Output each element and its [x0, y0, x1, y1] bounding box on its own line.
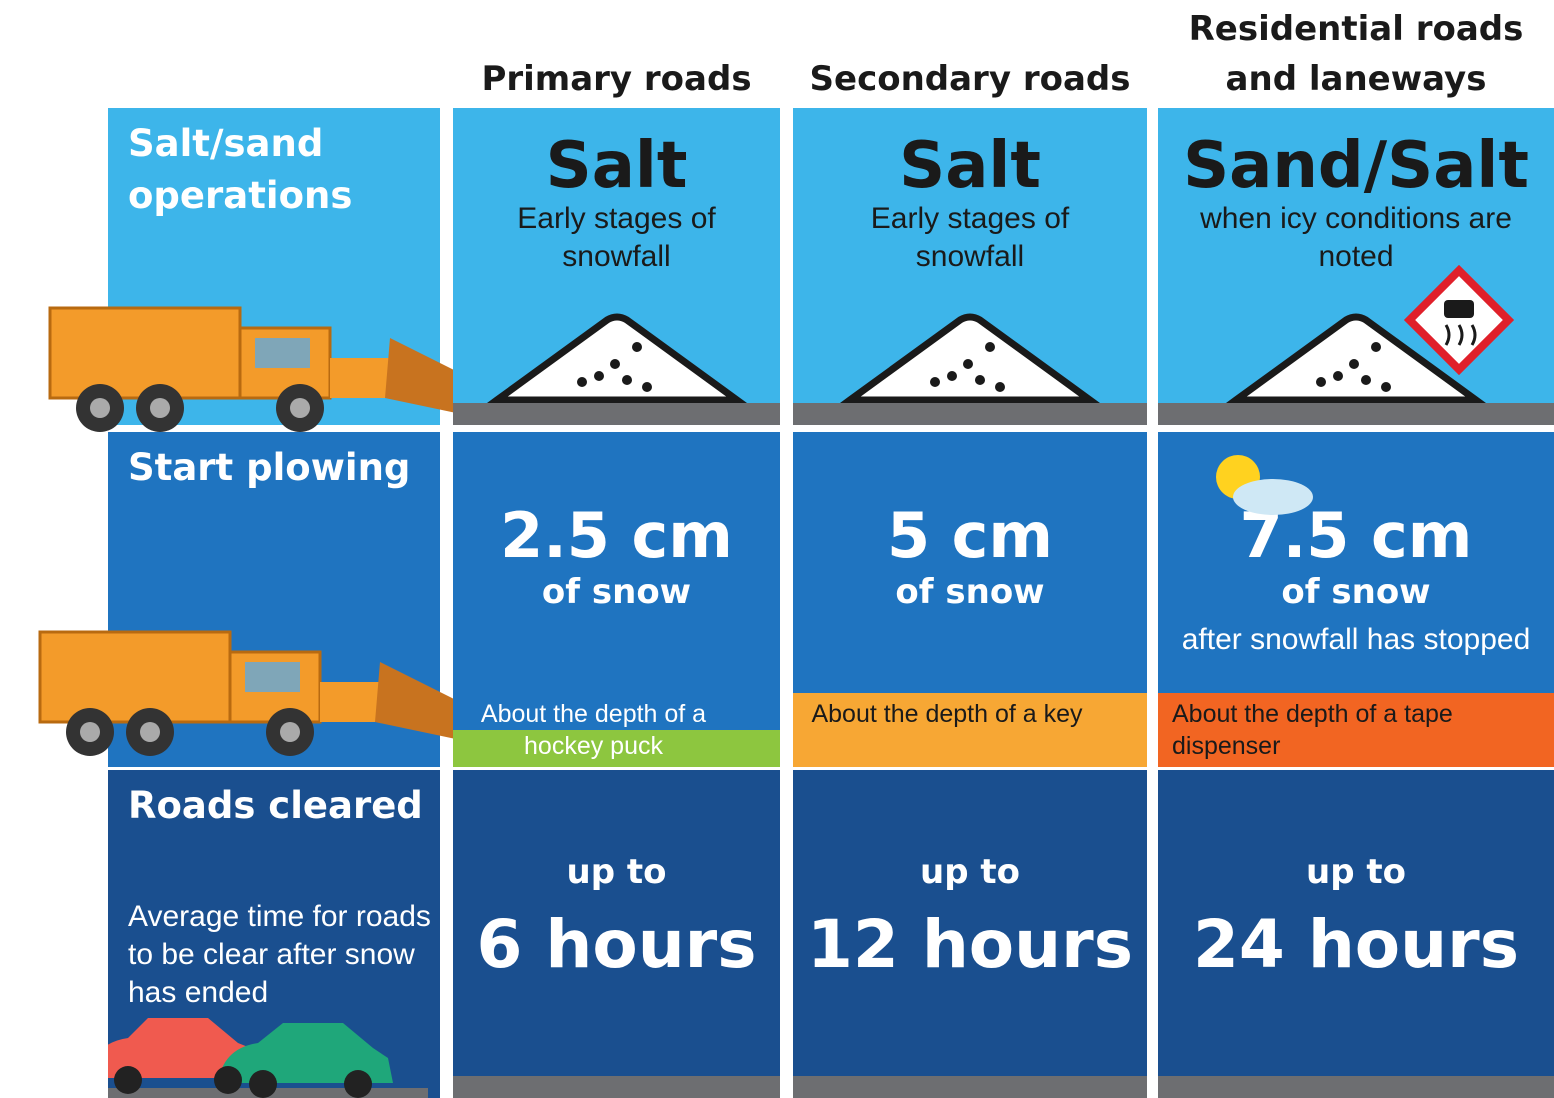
cars — [108, 1008, 428, 1098]
method-timing: Early stages of snowfall — [870, 200, 1070, 276]
sun-cloud — [1198, 442, 1318, 522]
icy-road-sign — [1404, 265, 1514, 375]
road-strip — [453, 1076, 780, 1098]
method: Sand/Salt — [1158, 130, 1554, 202]
road-strip — [453, 403, 780, 425]
road-strip — [1158, 1076, 1554, 1098]
snow-plow-truck — [40, 248, 520, 448]
row-label: Roads cleared — [128, 780, 428, 832]
clearing-time: 24 hours — [1158, 905, 1554, 985]
clearing-time: 12 hours — [793, 905, 1147, 985]
cell: up to 12 hours — [793, 770, 1147, 1098]
road-strip — [793, 403, 1147, 425]
time-prefix: up to — [1158, 850, 1554, 894]
method-timing: Early stages of snowfall — [517, 200, 717, 276]
snow-plow-truck — [30, 572, 510, 772]
infographic: Primary roadsSecondary roadsResidential … — [0, 0, 1554, 1098]
method: Salt — [453, 130, 780, 202]
salt-pile — [487, 312, 747, 407]
depth-comparison: About the depth of a tape dispenser — [1158, 693, 1554, 767]
depth-condition: after snowfall has stopped — [1158, 622, 1554, 658]
road-strip — [1158, 403, 1554, 425]
column-header: Secondary roads — [783, 54, 1157, 104]
snow-depth-unit: of snow — [1158, 572, 1554, 612]
row-label: Start plowing — [128, 442, 428, 494]
column-header: Primary roads — [443, 54, 790, 104]
row-label: Salt/sand operations — [128, 118, 428, 222]
snow-depth-unit: of snow — [453, 572, 780, 612]
snow-depth-unit: of snow — [793, 572, 1147, 612]
row-description: Average time for roads to be clear after… — [128, 898, 438, 1012]
column-header: Residential roads and laneways — [1148, 4, 1554, 104]
snow-depth: 5 cm — [793, 500, 1147, 572]
salt-pile — [840, 312, 1100, 407]
row-label-cell: Roads cleared Average time for roads to b… — [108, 770, 440, 1098]
cell: up to 6 hours — [453, 770, 780, 1098]
depth-comparison: About the depth of a key — [793, 693, 1147, 767]
snow-depth: 2.5 cm — [453, 500, 780, 572]
time-prefix: up to — [793, 850, 1147, 894]
method: Salt — [793, 130, 1147, 202]
depth-comparison: About the depth of a hockey puck — [453, 693, 780, 767]
time-prefix: up to — [453, 850, 780, 894]
clearing-time: 6 hours — [453, 905, 780, 985]
road-strip — [793, 1076, 1147, 1098]
cell: up to 24 hours — [1158, 770, 1554, 1098]
